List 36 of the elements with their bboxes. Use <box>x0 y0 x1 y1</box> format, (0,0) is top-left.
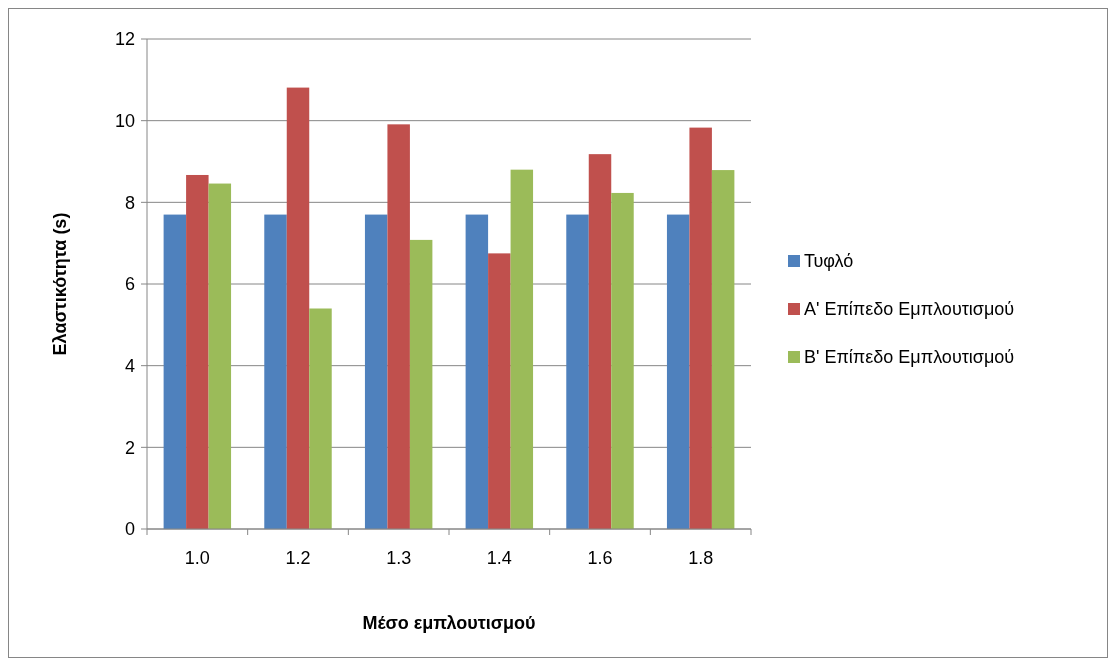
bar <box>666 214 690 529</box>
bar <box>208 183 232 529</box>
x-tick-label: 1.0 <box>184 548 210 568</box>
bar <box>309 308 332 529</box>
bar <box>711 170 735 529</box>
bar <box>364 214 388 529</box>
y-tick-label: 0 <box>124 519 135 540</box>
x-tick-label: 1.3 <box>386 548 412 568</box>
y-axis-title: Ελαστικότητα (s) <box>50 212 70 356</box>
bar <box>611 192 634 529</box>
x-tick-label: 1.4 <box>486 548 512 568</box>
bar <box>163 214 187 529</box>
y-tick-label: 10 <box>114 110 135 131</box>
bar <box>387 124 410 529</box>
x-axis-title: Μέσο εμπλουτισμού <box>362 613 536 633</box>
bar <box>264 214 287 529</box>
x-tick-label: 1.2 <box>285 548 311 568</box>
y-tick-label: 6 <box>124 274 135 295</box>
bar <box>689 127 712 529</box>
bar <box>566 214 589 529</box>
legend-label: Β' Επίπεδο Εμπλουτισμού <box>804 347 1015 368</box>
legend-label: Τυφλό <box>804 251 854 272</box>
bar <box>409 239 433 529</box>
bar <box>465 214 489 529</box>
bar <box>186 174 209 529</box>
x-tick-label: 1.6 <box>587 548 613 568</box>
y-tick-label: 8 <box>124 192 135 213</box>
y-tick-label: 4 <box>124 355 135 376</box>
bar <box>488 253 511 529</box>
legend-label: Α' Επίπεδο Εμπλουτισμού <box>804 299 1015 320</box>
bar <box>286 87 310 529</box>
y-tick-label: 12 <box>114 29 135 50</box>
x-tick-label: 1.8 <box>688 548 714 568</box>
bar <box>510 169 534 529</box>
y-tick-label: 2 <box>124 437 135 458</box>
bar <box>588 154 612 529</box>
